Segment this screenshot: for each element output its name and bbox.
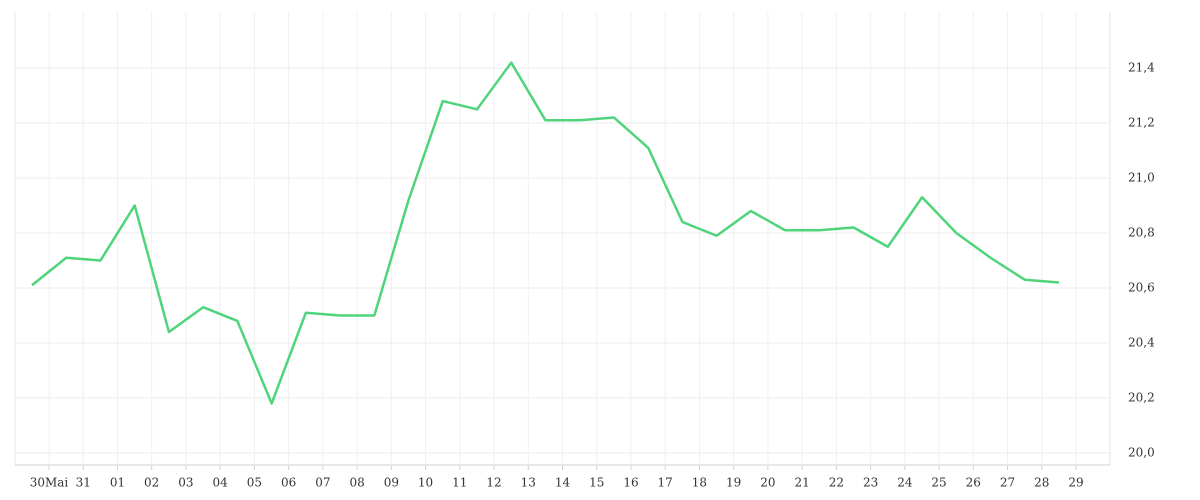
x-tick-label: 02: [144, 476, 159, 490]
x-tick-label: 23: [863, 476, 878, 490]
x-tick-label: 18: [692, 476, 707, 490]
x-tick-label: 03: [178, 476, 193, 490]
y-tick-label: 20,6: [1128, 280, 1155, 294]
x-tick-label: 13: [521, 476, 536, 490]
x-tick-label: 21: [794, 476, 809, 490]
x-tick-label: 28: [1034, 476, 1049, 490]
x-tick-label: 06: [281, 476, 296, 490]
x-tick-label: 10: [418, 476, 433, 490]
x-tick-label: 30Mai: [30, 476, 69, 490]
x-tick-label: 22: [829, 476, 844, 490]
x-tick-label: 15: [589, 476, 604, 490]
x-tick-label: 07: [315, 476, 330, 490]
y-tick-label: 21,0: [1128, 171, 1155, 185]
x-tick-label: 27: [1000, 476, 1015, 490]
x-tick-label: 16: [623, 476, 638, 490]
x-tick-label: 01: [110, 476, 125, 490]
x-tick-label: 24: [897, 476, 913, 490]
x-tick-label: 26: [966, 476, 981, 490]
x-tick-label: 20: [760, 476, 775, 490]
x-tick-label: 17: [658, 476, 673, 490]
x-tick-label: 19: [726, 476, 741, 490]
y-tick-label: 20,2: [1128, 390, 1155, 404]
x-tick-label: 09: [384, 476, 399, 490]
x-tick-label: 25: [931, 476, 946, 490]
y-tick-label: 21,4: [1128, 61, 1155, 75]
x-tick-label: 05: [247, 476, 262, 490]
x-tick-label: 14: [555, 476, 571, 490]
x-tick-label: 12: [486, 476, 501, 490]
x-tick-label: 31: [76, 476, 91, 490]
x-tick-label: 04: [213, 476, 229, 490]
x-tick-label: 08: [349, 476, 364, 490]
y-tick-label: 21,2: [1128, 116, 1155, 130]
x-tick-label: 29: [1068, 476, 1083, 490]
x-tick-label: 11: [452, 476, 467, 490]
data-line: [31, 61, 1060, 405]
y-tick-label: 20,4: [1128, 335, 1155, 349]
y-tick-label: 20,0: [1128, 445, 1155, 459]
y-tick-label: 20,8: [1128, 226, 1155, 240]
